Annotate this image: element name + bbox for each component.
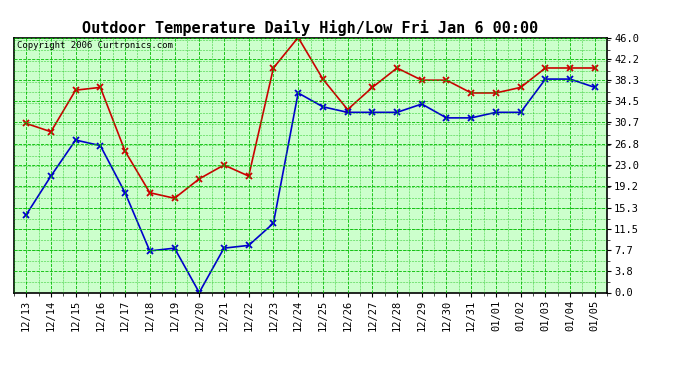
Title: Outdoor Temperature Daily High/Low Fri Jan 6 00:00: Outdoor Temperature Daily High/Low Fri J… (82, 20, 539, 36)
Text: Copyright 2006 Curtronics.com: Copyright 2006 Curtronics.com (17, 41, 172, 50)
